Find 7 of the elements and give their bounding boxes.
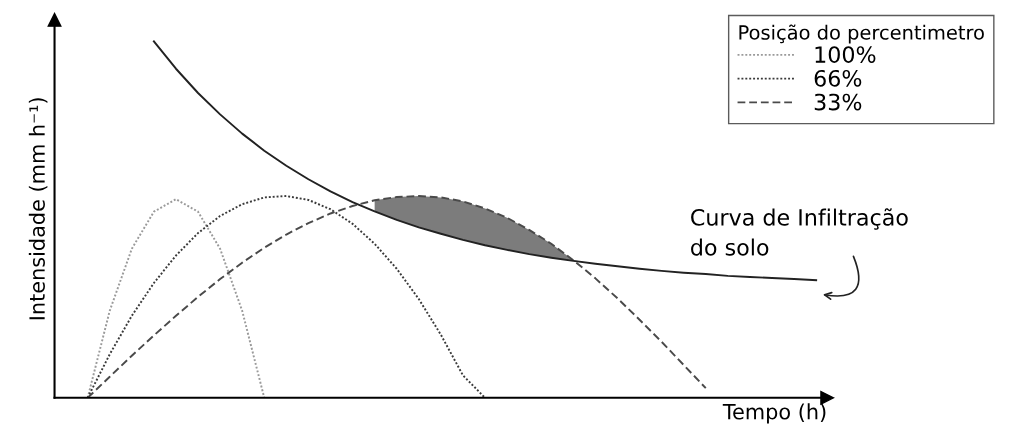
legend-label: 66% (814, 69, 862, 87)
annotation: Curva de Infiltração do solo (691, 208, 908, 256)
y-axis-title: Intensidade (mm h⁻¹) (28, 98, 48, 320)
legend-title: Posição do percentimetro (739, 24, 984, 44)
legend-label: 100% (815, 46, 876, 63)
x-axis-title: Tempo (h) (722, 403, 826, 424)
legend-label: 33% (814, 93, 862, 111)
